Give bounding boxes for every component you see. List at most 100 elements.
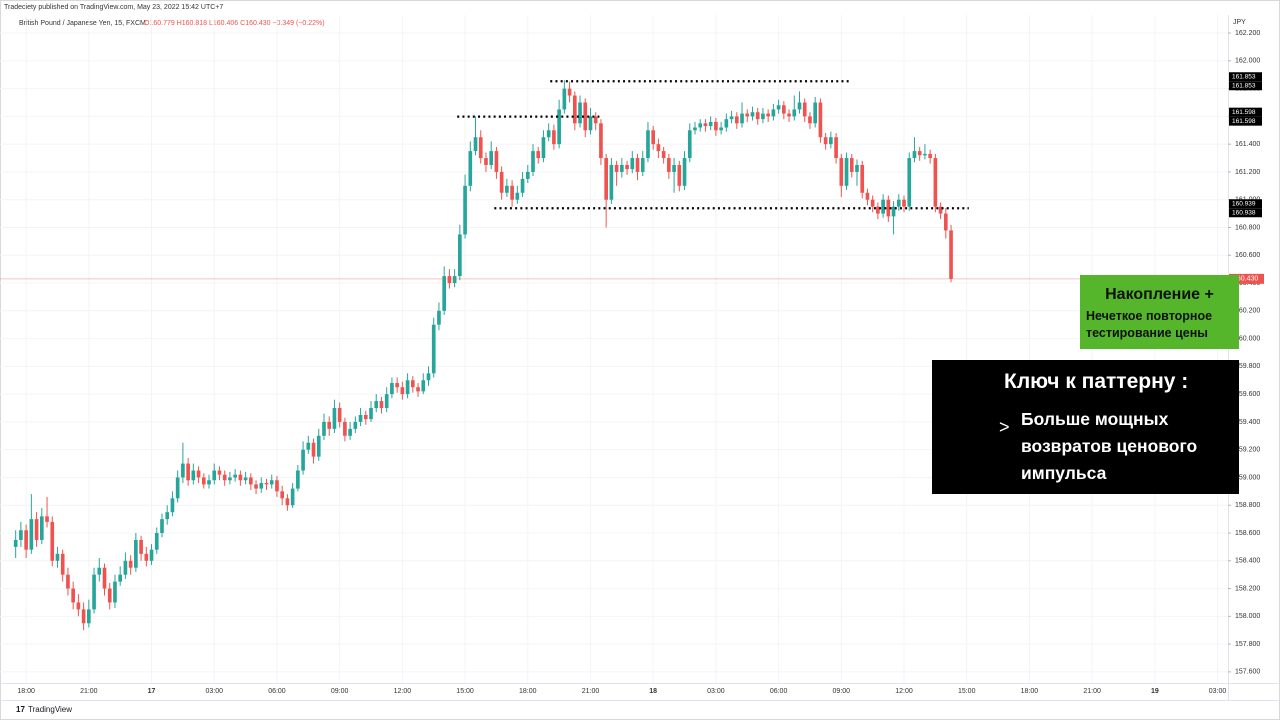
- candle-body: [149, 549, 154, 561]
- candle-body: [546, 130, 551, 138]
- candle-body: [902, 199, 906, 207]
- candle-body: [222, 474, 227, 481]
- candle-body: [510, 185, 514, 200]
- candle-body: [348, 428, 352, 436]
- candle-body: [855, 164, 859, 172]
- candle-body: [891, 206, 896, 217]
- candle-body: [66, 574, 70, 589]
- x-tick-label: 06:00: [268, 688, 286, 695]
- candle-body: [191, 470, 196, 481]
- candle-body: [280, 491, 285, 499]
- price-label: 161.853: [1232, 73, 1256, 80]
- footer-logo: TradingView: [28, 705, 72, 714]
- candle-body: [672, 164, 676, 172]
- x-tick-label: 19: [1151, 688, 1159, 695]
- y-tick-label: 159.400: [1235, 419, 1260, 426]
- candle-body: [29, 519, 34, 550]
- candle-body: [797, 102, 802, 110]
- candle-body: [358, 414, 363, 422]
- key-title: Ключ к паттерну :: [1004, 370, 1189, 393]
- candle-body: [442, 276, 446, 311]
- candle-body: [630, 158, 635, 170]
- candle-body: [886, 199, 891, 217]
- price-label: 161.598: [1232, 109, 1256, 116]
- candle-body: [160, 519, 164, 534]
- y-tick-label: 157.800: [1235, 641, 1260, 648]
- candle-body: [525, 171, 530, 179]
- x-tick-label: 18:00: [17, 688, 35, 695]
- candle-body: [703, 123, 708, 127]
- candle-body: [567, 88, 572, 96]
- y-tick-label: 162.000: [1235, 58, 1260, 65]
- candle-body: [640, 158, 645, 172]
- candle-body: [583, 102, 588, 131]
- candle-body: [13, 539, 18, 547]
- candle-body: [76, 602, 81, 610]
- candle-body: [881, 199, 885, 214]
- candle-body: [499, 171, 504, 193]
- candle-body: [646, 130, 650, 159]
- candle-body: [536, 151, 541, 159]
- candle-body: [447, 276, 452, 284]
- candle-body: [390, 383, 394, 395]
- y-tick-label: 158.800: [1235, 502, 1260, 509]
- candle-body: [400, 387, 405, 395]
- candle-body: [578, 102, 582, 124]
- logo-mark: 17: [16, 705, 25, 714]
- candle-body: [682, 158, 687, 186]
- candle-body: [687, 130, 692, 159]
- candle-body: [431, 324, 436, 374]
- candle-body: [233, 474, 237, 478]
- candle-body: [306, 442, 311, 450]
- candle-body: [165, 512, 170, 520]
- candle-body: [515, 192, 520, 200]
- candle-body: [808, 116, 812, 124]
- x-tick-label: 18:00: [1021, 688, 1039, 695]
- x-tick-label: 18:00: [519, 688, 537, 695]
- candle-body: [186, 463, 190, 481]
- candle-body: [458, 234, 462, 277]
- candle-body: [34, 519, 39, 540]
- candle-body: [609, 164, 614, 200]
- candle-body: [933, 158, 938, 207]
- candle-body: [656, 144, 661, 152]
- candle-body: [102, 567, 107, 589]
- y-tick-label: 157.600: [1235, 669, 1260, 676]
- x-tick-label: 21:00: [582, 688, 600, 695]
- candle-body: [128, 560, 133, 568]
- candle-body: [761, 113, 765, 120]
- x-tick-label: 21:00: [1083, 688, 1101, 695]
- candle-body: [839, 158, 844, 186]
- candle-body: [285, 498, 290, 506]
- candle-body: [437, 310, 441, 325]
- x-tick-label: 12:00: [394, 688, 412, 695]
- candle-body: [928, 153, 932, 159]
- price-label-box: [1229, 81, 1262, 91]
- price-label: 160.939: [1232, 200, 1256, 207]
- y-tick-label: 160.000: [1235, 335, 1260, 342]
- candle-body: [620, 164, 624, 172]
- candle-body: [228, 477, 232, 481]
- candle-body: [771, 109, 776, 117]
- x-tick-label: 21:00: [80, 688, 98, 695]
- candle-body: [719, 127, 723, 131]
- candle-body: [238, 474, 243, 481]
- candle-body: [170, 498, 175, 513]
- candle-body: [572, 95, 577, 124]
- candle-body: [505, 185, 509, 193]
- candle-body: [750, 112, 755, 117]
- candle-body: [275, 480, 279, 492]
- candle-body: [667, 158, 671, 172]
- candle-body: [604, 158, 608, 200]
- candle-body: [938, 206, 943, 214]
- candle-body: [290, 488, 295, 506]
- candle-body: [625, 164, 629, 170]
- candle-body: [776, 105, 781, 110]
- candle-body: [912, 151, 917, 159]
- price-label: 160.938: [1232, 209, 1256, 216]
- candle-body: [363, 414, 368, 420]
- publisher: Tradeciety published on TradingView.com,…: [4, 4, 223, 11]
- candle-body: [123, 560, 128, 575]
